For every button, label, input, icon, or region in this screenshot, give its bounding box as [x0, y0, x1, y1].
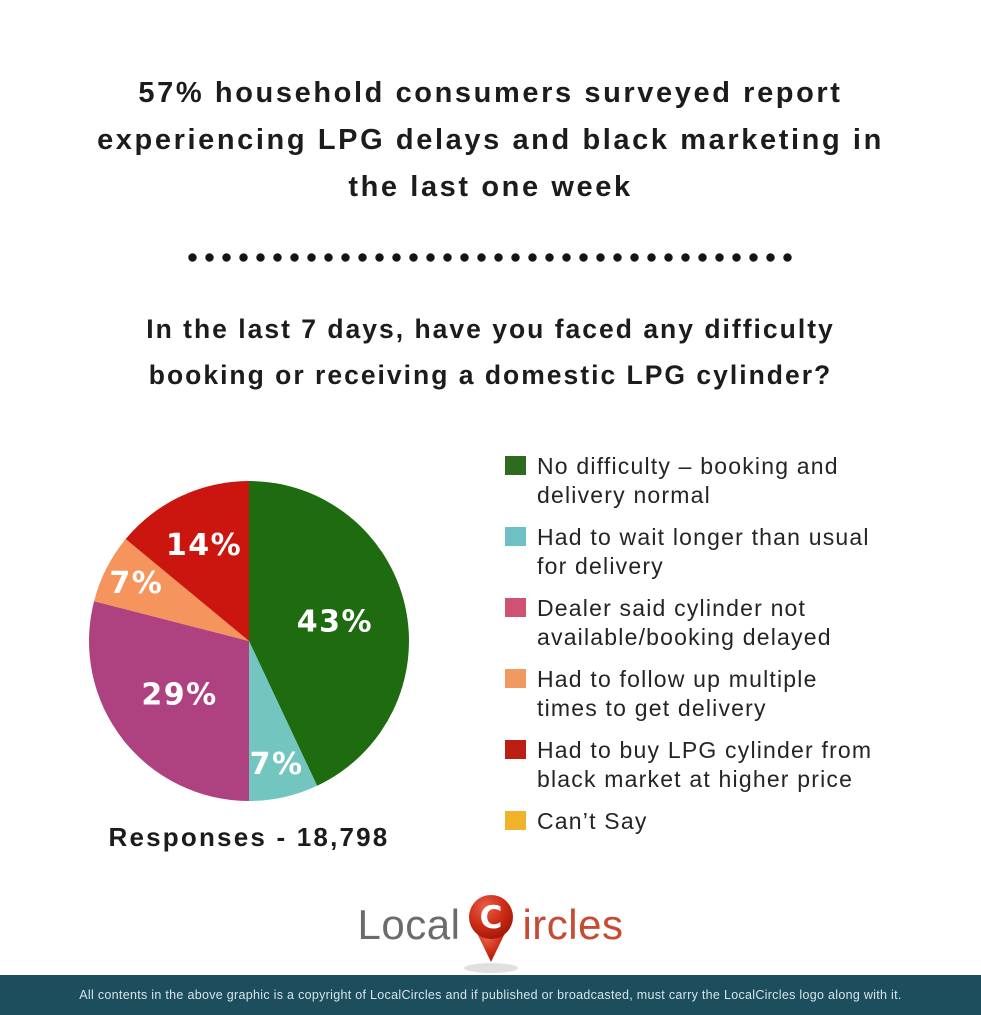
- legend-label-3: Had to follow up multiple times to get de…: [537, 666, 818, 721]
- survey-question: In the last 7 days, have you faced any d…: [0, 306, 981, 398]
- map-pin-icon: C: [464, 895, 519, 973]
- dotted-separator: [184, 251, 798, 264]
- logo-text-circles: ircles: [522, 901, 624, 948]
- question-line-1: In the last 7 days, have you faced any d…: [146, 314, 835, 344]
- title-line-2: experiencing LPG delays and black market…: [97, 124, 884, 156]
- pin-letter: C: [480, 900, 503, 936]
- legend-label-0: No difficulty – booking and delivery norm…: [537, 453, 839, 508]
- logo-text-local: Local: [357, 901, 461, 948]
- pie-label-0: 43%: [297, 604, 373, 639]
- pie-chart: 43%7%29%7%14%: [89, 481, 409, 801]
- pie-slice-0: [249, 481, 409, 786]
- pie-label-1: 7%: [250, 747, 304, 782]
- legend-swatch-4: [505, 740, 526, 759]
- copyright-footer: All contents in the above graphic is a c…: [0, 975, 981, 1015]
- pin-circle: [469, 895, 514, 939]
- legend-item-5: Can’t Say: [505, 807, 970, 836]
- legend-swatch-1: [505, 527, 526, 546]
- pie-slice-4: [125, 481, 249, 641]
- pie-slice-1: [249, 641, 318, 801]
- pie-chart-area: 43% 7% 29% 7% 14%: [89, 481, 409, 801]
- legend-label-5: Can’t Say: [537, 808, 648, 834]
- legend-item-2: Dealer said cylinder not available/bookin…: [505, 594, 970, 651]
- legend-item-1: Had to wait longer than usual for deliver…: [505, 523, 970, 580]
- legend-label-2: Dealer said cylinder not available/bookin…: [537, 595, 832, 650]
- pie-label-2: 29%: [141, 677, 217, 712]
- legend-item-0: No difficulty – booking and delivery norm…: [505, 452, 970, 509]
- pie-label-3: 7%: [109, 566, 163, 601]
- pie-slice-2: [89, 601, 249, 801]
- legend-label-4: Had to buy LPG cylinder from black market…: [537, 737, 873, 792]
- legend-swatch-5: [505, 811, 526, 830]
- legend-item-4: Had to buy LPG cylinder from black market…: [505, 736, 970, 793]
- localcircles-logo: Local C ircles: [0, 882, 981, 973]
- chart-legend: No difficulty – booking and delivery norm…: [505, 452, 970, 836]
- pie-slice-3: [94, 539, 249, 641]
- legend-swatch-3: [505, 669, 526, 688]
- question-line-2: booking or receiving a domestic LPG cyli…: [148, 360, 833, 390]
- responses-count: Responses - 18,798: [108, 822, 390, 852]
- title-line-3: the last one week: [348, 171, 633, 203]
- legend-label-1: Had to wait longer than usual for deliver…: [537, 524, 870, 579]
- copyright-text: All contents in the above graphic is a c…: [79, 988, 902, 1002]
- legend-swatch-0: [505, 456, 526, 475]
- page-title: 57% household consumers surveyed report …: [0, 70, 981, 211]
- legend-item-3: Had to follow up multiple times to get de…: [505, 665, 970, 722]
- legend-swatch-2: [505, 598, 526, 617]
- pin-shadow: [464, 963, 519, 973]
- pie-label-4: 14%: [166, 528, 242, 563]
- title-line-1: 57% household consumers surveyed report: [138, 77, 843, 109]
